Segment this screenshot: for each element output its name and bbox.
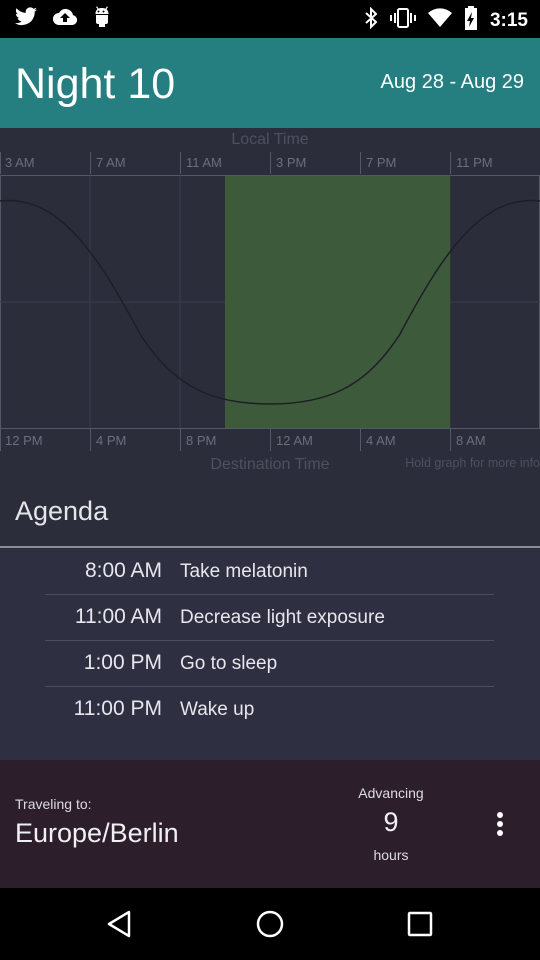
light-curve-plot[interactable] xyxy=(0,174,540,429)
vibrate-icon xyxy=(389,7,416,34)
top-tick-label: 11 AM xyxy=(186,155,222,170)
agenda-item[interactable]: 1:00 PM Go to sleep xyxy=(45,641,494,687)
circadian-curve xyxy=(0,199,540,405)
bottom-tick-label: 4 PM xyxy=(96,433,127,448)
advancing-label: Advancing xyxy=(358,785,424,801)
bottom-tick-label: 4 AM xyxy=(366,433,396,448)
top-tick-label: 3 PM xyxy=(276,155,307,170)
agenda-item[interactable]: 11:00 AM Decrease light exposure xyxy=(45,595,494,641)
date-range: Aug 28 - Aug 29 xyxy=(380,71,524,93)
top-tick-mark xyxy=(270,152,271,174)
agenda-item-task: Decrease light exposure xyxy=(180,607,385,628)
agenda-list: 8:00 AM Take melatonin 11:00 AM Decrease… xyxy=(0,549,540,760)
top-tick-mark xyxy=(450,152,451,174)
agenda-item-time: 1:00 PM xyxy=(83,651,162,674)
bottom-tick-label: 12 AM xyxy=(276,433,313,448)
bottom-tick-mark xyxy=(180,429,181,451)
menu-dot xyxy=(497,830,503,836)
top-tick-label: 7 PM xyxy=(366,155,397,170)
agenda-item[interactable]: 8:00 AM Take melatonin xyxy=(45,549,494,595)
home-icon[interactable] xyxy=(250,904,290,944)
sleep-window xyxy=(225,176,450,428)
bottom-tick-mark xyxy=(0,429,1,451)
agenda-title: Agenda xyxy=(15,496,109,526)
advancing-unit: hours xyxy=(373,847,409,863)
clock: 3:15 xyxy=(489,9,528,31)
bottom-tick-mark xyxy=(360,429,361,451)
agenda-item-time: 8:00 AM xyxy=(84,559,162,582)
destination-timezone[interactable]: Europe/Berlin xyxy=(15,818,179,848)
cloud-upload-icon xyxy=(52,7,78,32)
graph-hint: Hold graph for more info xyxy=(405,456,540,470)
overflow-menu-icon[interactable] xyxy=(484,808,516,840)
top-tick-mark xyxy=(0,152,1,174)
bluetooth-icon xyxy=(364,6,378,34)
menu-dot xyxy=(497,812,503,818)
top-tick-mark xyxy=(180,152,181,174)
schedule-graph[interactable]: Local Time 3 AM 7 AM 11 AM 3 PM 7 PM 11 … xyxy=(0,128,540,483)
bottom-tick-mark xyxy=(450,429,451,451)
top-tick-mark xyxy=(90,152,91,174)
android-icon xyxy=(92,6,112,33)
local-time-axis-title: Local Time xyxy=(231,131,309,148)
recents-icon[interactable] xyxy=(400,904,440,944)
bottom-tick-label: 8 PM xyxy=(186,433,217,448)
traveling-label: Traveling to: xyxy=(15,796,92,812)
top-tick-label: 3 AM xyxy=(5,155,35,170)
top-tick-label: 11 PM xyxy=(456,155,493,170)
agenda-item-time: 11:00 AM xyxy=(74,605,162,628)
bottom-tick-label: 12 PM xyxy=(5,433,43,448)
menu-dot xyxy=(497,821,503,827)
advancing-hours-value: 9 xyxy=(383,807,399,837)
nav-bar xyxy=(0,888,540,960)
agenda-divider xyxy=(0,546,540,548)
battery-charging-icon xyxy=(464,6,478,35)
bottom-tick-mark xyxy=(90,429,91,451)
agenda-item-task: Go to sleep xyxy=(180,653,278,674)
back-icon[interactable] xyxy=(100,904,140,944)
twitter-icon xyxy=(14,6,38,33)
wifi-icon xyxy=(427,8,452,33)
bottom-tick-label: 8 AM xyxy=(456,433,486,448)
agenda-item[interactable]: 11:00 PM Wake up xyxy=(45,687,494,733)
agenda-item-time: 11:00 PM xyxy=(73,697,162,720)
row-divider xyxy=(45,594,494,595)
night-title: Night 10 xyxy=(15,60,176,108)
destination-time-axis-title: Destination Time xyxy=(210,456,330,473)
trip-footer: Traveling to: Europe/Berlin Advancing 9 … xyxy=(0,760,540,888)
row-divider xyxy=(45,686,494,687)
agenda-item-task: Wake up xyxy=(180,699,255,720)
bottom-tick-mark xyxy=(270,429,271,451)
row-divider xyxy=(45,640,494,641)
top-tick-label: 7 AM xyxy=(96,155,126,170)
agenda-item-task: Take melatonin xyxy=(180,561,308,582)
top-tick-mark xyxy=(360,152,361,174)
night-header: Night 10 Aug 28 - Aug 29 xyxy=(0,38,540,128)
status-bar: 3:15 xyxy=(0,0,540,38)
